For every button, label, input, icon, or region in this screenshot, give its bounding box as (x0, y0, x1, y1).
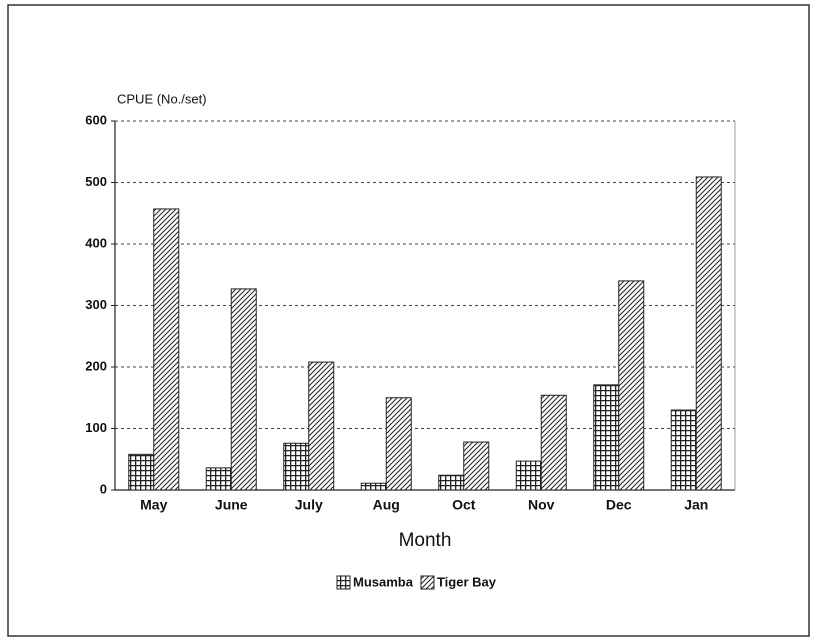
y-tick-label: 400 (85, 235, 107, 250)
bar (438, 474, 465, 491)
x-tick-label: July (295, 497, 323, 513)
x-tick-label: June (215, 497, 248, 513)
legend-label: Tiger Bay (437, 574, 497, 589)
bar (540, 394, 567, 491)
x-tick-label: Nov (528, 497, 555, 513)
legend-label: Musamba (353, 574, 414, 589)
frame (7, 4, 810, 637)
bar (385, 397, 412, 491)
bar (153, 208, 180, 491)
y-tick-label: 500 (85, 174, 107, 189)
legend-swatch (420, 575, 435, 590)
legend-swatch (336, 575, 351, 590)
y-tick-label: 300 (85, 297, 107, 312)
bar (360, 482, 387, 491)
x-tick-label: Aug (373, 497, 400, 513)
bar (695, 176, 722, 491)
bar (463, 441, 490, 491)
bar (515, 460, 542, 491)
bar (308, 361, 335, 491)
x-tick-label: Dec (606, 497, 632, 513)
bar (230, 288, 257, 491)
y-tick-label: 600 (85, 112, 107, 127)
bar (593, 384, 620, 491)
bar (618, 280, 645, 491)
y-tick-label: 200 (85, 358, 107, 373)
y-tick-label: 0 (100, 481, 107, 496)
bar (128, 453, 155, 491)
bar (205, 467, 232, 491)
bar (670, 409, 697, 491)
y-tick-label: 100 (85, 420, 107, 435)
x-tick-label: Jan (684, 497, 708, 513)
bar (283, 442, 310, 491)
x-axis-label: Month (399, 530, 452, 551)
y-axis-label: CPUE (No./set) (117, 91, 207, 106)
x-tick-label: Oct (452, 497, 476, 513)
x-tick-label: May (140, 497, 167, 513)
